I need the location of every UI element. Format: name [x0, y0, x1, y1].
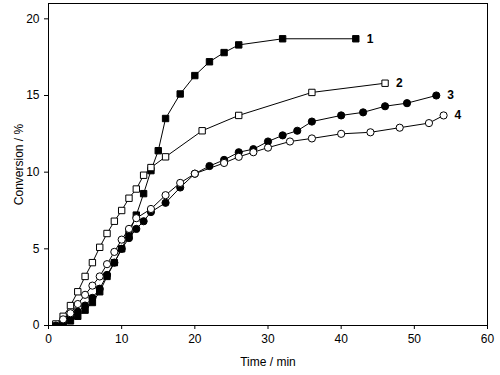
svg-text:Conversion / %: Conversion / % [12, 123, 26, 205]
svg-text:30: 30 [261, 332, 275, 346]
svg-text:15: 15 [26, 88, 40, 102]
svg-text:3: 3 [447, 88, 454, 102]
svg-text:5: 5 [33, 242, 40, 256]
svg-text:50: 50 [408, 332, 422, 346]
svg-text:Time / min: Time / min [240, 355, 296, 369]
svg-text:10: 10 [26, 165, 40, 179]
svg-text:10: 10 [115, 332, 129, 346]
svg-text:2: 2 [396, 76, 403, 90]
svg-text:0: 0 [33, 318, 40, 332]
svg-text:4: 4 [455, 108, 462, 122]
svg-text:20: 20 [26, 12, 40, 26]
svg-text:60: 60 [481, 332, 495, 346]
svg-text:0: 0 [45, 332, 52, 346]
svg-text:20: 20 [188, 332, 202, 346]
svg-text:40: 40 [334, 332, 348, 346]
svg-text:1: 1 [367, 32, 374, 46]
